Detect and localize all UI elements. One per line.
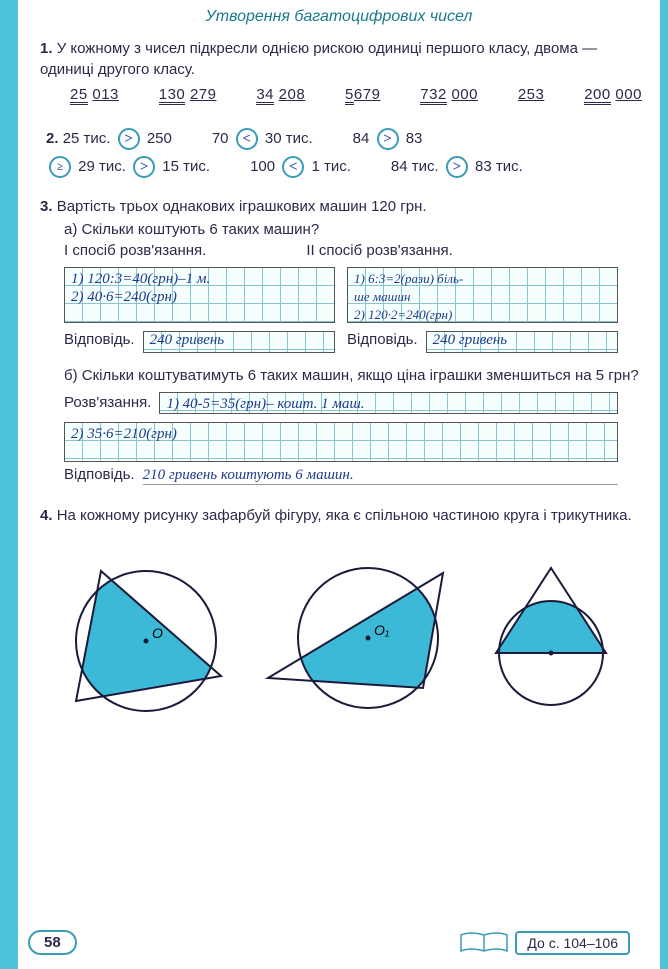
comp-left: 25 тис. (63, 130, 111, 147)
sign-circle[interactable]: < (282, 156, 304, 178)
sign-circle[interactable]: > (118, 128, 140, 150)
number: 34 208 (256, 86, 305, 105)
book-reference: До с. 104–106 (459, 930, 630, 955)
answer-label: Відповідь. (64, 331, 135, 348)
center-label: O (152, 625, 163, 641)
solve-label: Розв'язання. (64, 394, 151, 411)
solution-box[interactable]: 1) 40-5=35(грн)– кошт. 1 маш. (159, 392, 618, 414)
task-3: 3. Вартість трьох однакових іграшкових м… (40, 196, 642, 485)
page-number: 58 (28, 930, 77, 955)
figure-3 (491, 568, 616, 713)
sign-circle[interactable]: ≥ (49, 156, 71, 178)
solution-box[interactable]: 1) 6:3=2(рази) біль- ше машин 2) 120·2=2… (347, 267, 618, 323)
comp-right: 83 (406, 130, 423, 147)
comp-left: 84 тис. (391, 158, 439, 175)
solution-box[interactable]: 2) 35·6=210(грн) (64, 422, 618, 462)
solution-box[interactable]: 1) 120:3=40(грн)–1 м. 2) 40·6=240(грн) (64, 267, 335, 323)
comp-left: 100 (250, 158, 275, 175)
answer-text[interactable]: 210 гривень коштують 6 машин. (143, 467, 618, 485)
answer-box[interactable]: 240 гривень (426, 331, 618, 353)
reference-text: До с. 104–106 (515, 931, 630, 955)
answer-box[interactable]: 240 гривень (143, 331, 335, 353)
comp-left: 84 (353, 130, 370, 147)
comp-right: 83 тис. (475, 158, 523, 175)
task-4: 4. На кожному рисунку зафарбуй фігуру, я… (40, 505, 642, 526)
number: 732 000 (420, 86, 478, 105)
task-number: 3. (40, 198, 53, 215)
task-text: У кожному з чисел підкресли однією риско… (40, 40, 597, 78)
task-number: 1. (40, 40, 53, 57)
number: 5679 (345, 86, 380, 105)
comp-right: 1 тис. (311, 158, 350, 175)
comparison: 84 тис. > 83 тис. (391, 153, 523, 182)
figure-2: O₁ (268, 563, 458, 718)
method-label: І спосіб розв'язання. (64, 242, 206, 259)
subtask-b: б) Скільки коштуватимуть 6 таких машин, … (40, 367, 642, 384)
comparison: 70 < 30 тис. (212, 125, 313, 154)
comparison: ≥ 29 тис. > 15 тис. (46, 153, 210, 182)
comparison: 2. 25 тис. > 250 (46, 125, 172, 154)
answer-label: Відповідь. (347, 331, 418, 348)
task-number: 4. (40, 507, 53, 524)
page-header: Утворення багатоцифрових чисел (18, 0, 660, 38)
number: 200 000 (584, 86, 642, 105)
comp-right: 15 тис. (162, 158, 210, 175)
comp-right: 30 тис. (265, 130, 313, 147)
figures-row: O O₁ (40, 556, 642, 726)
numbers-row: 25 013 130 279 34 208 5679 732 000 253 2… (40, 80, 642, 111)
task-text: Вартість трьох однакових іграшкових маши… (57, 198, 427, 215)
comp-right: 250 (147, 130, 172, 147)
number: 253 (518, 86, 545, 105)
number: 25 013 (70, 86, 119, 105)
comparison: 100 < 1 тис. (250, 153, 351, 182)
sign-circle[interactable]: > (446, 156, 468, 178)
center-label: O₁ (374, 622, 390, 638)
sign-circle[interactable]: < (236, 128, 258, 150)
comparison: 84 > 83 (353, 125, 423, 154)
task-text: На кожному рисунку зафарбуй фігуру, яка … (57, 507, 632, 524)
book-icon (459, 931, 509, 955)
method-label: ІІ спосіб розв'язання. (306, 242, 452, 259)
sign-circle[interactable]: > (133, 156, 155, 178)
figure-1: O (66, 556, 236, 726)
comp-left: 70 (212, 130, 229, 147)
sign-circle[interactable]: > (377, 128, 399, 150)
answer-label: Відповідь. (64, 466, 135, 483)
task-1: 1. У кожному з чисел підкресли однією ри… (40, 38, 642, 111)
task-number: 2. (46, 130, 59, 147)
number: 130 279 (159, 86, 217, 105)
comp-left: 29 тис. (78, 158, 126, 175)
task-2: 2. 25 тис. > 250 70 < 30 тис. 84 > 83 ≥ … (40, 125, 642, 182)
subtask-a: а) Скільки коштують 6 таких машин? (40, 221, 642, 238)
footer: 58 До с. 104–106 (18, 930, 660, 955)
